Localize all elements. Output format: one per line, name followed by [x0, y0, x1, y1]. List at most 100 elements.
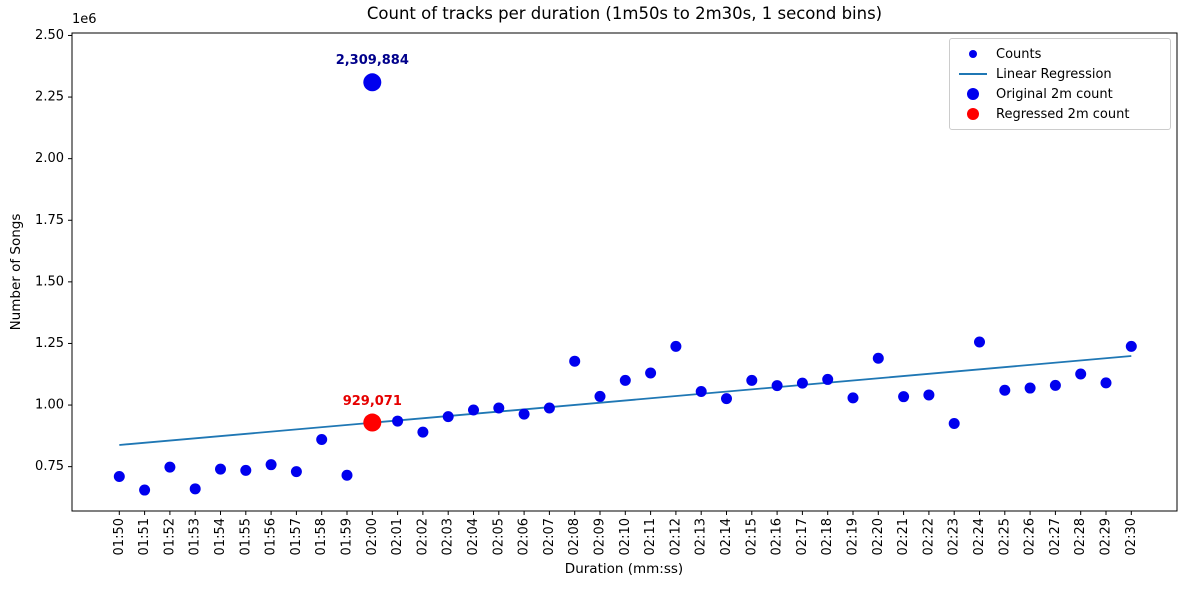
count-point — [847, 392, 859, 404]
y-tick-label: 0.75 — [35, 459, 64, 474]
count-point — [569, 355, 581, 367]
axes-spines — [71, 32, 1178, 512]
count-point — [113, 471, 125, 483]
regressed-2m-point — [363, 413, 382, 432]
count-point — [442, 411, 454, 423]
x-tick-label: 02:06 — [517, 518, 532, 555]
x-tick-label: 01:57 — [289, 518, 304, 555]
x-tick-label: 02:29 — [1099, 518, 1114, 555]
x-tick-label: 02:22 — [921, 518, 936, 555]
x-tick-label: 02:15 — [744, 518, 759, 555]
x-tick-label: 02:28 — [1073, 518, 1088, 555]
x-tick-label: 02:13 — [694, 518, 709, 555]
x-tick-label: 02:05 — [491, 518, 506, 555]
count-point — [594, 390, 606, 402]
count-point — [265, 459, 277, 471]
x-tick-label: 02:18 — [820, 518, 835, 555]
count-point — [1100, 377, 1112, 389]
count-point — [746, 374, 758, 386]
original-2m-point — [363, 73, 382, 92]
count-point — [543, 402, 555, 414]
y-tick-label: 2.50 — [35, 28, 64, 43]
x-tick-label: 01:53 — [188, 518, 203, 555]
x-tick-label: 02:14 — [719, 518, 734, 555]
x-tick-label: 02:16 — [770, 518, 785, 555]
count-point — [695, 386, 707, 397]
x-tick-label: 01:52 — [162, 518, 177, 555]
legend-label: Regressed 2m count — [996, 106, 1130, 122]
legend-entry-linear-regression: Linear Regression — [956, 64, 1162, 84]
x-tick-label: 02:01 — [390, 518, 405, 555]
count-point — [1125, 340, 1137, 352]
legend-entry-original-2m-count: Original 2m count — [956, 84, 1162, 104]
count-point — [139, 484, 151, 496]
count-point — [999, 384, 1011, 396]
count-point — [619, 374, 631, 386]
legend-label: Counts — [996, 46, 1042, 62]
y-tick-label: 1.50 — [35, 274, 64, 289]
x-tick-label: 01:54 — [213, 518, 228, 555]
x-tick-label: 01:55 — [238, 518, 253, 555]
x-tick-label: 02:21 — [896, 518, 911, 555]
count-point — [822, 373, 834, 385]
annotation-regressed-2m-count: 929,071 — [342, 393, 402, 409]
count-point — [164, 461, 176, 473]
x-tick-label: 02:10 — [618, 518, 633, 555]
x-tick-label: 02:20 — [871, 518, 886, 555]
count-point — [974, 336, 985, 348]
count-point — [872, 352, 884, 364]
legend-label: Linear Regression — [996, 66, 1112, 82]
x-tick-label: 01:50 — [112, 518, 127, 555]
x-tick-label: 02:26 — [1023, 518, 1038, 555]
x-tick-label: 02:12 — [668, 518, 683, 555]
count-point — [518, 408, 530, 420]
x-tick-label: 01:51 — [137, 518, 152, 555]
y-tick-label: 1.75 — [35, 213, 64, 228]
count-point — [1024, 382, 1036, 394]
count-point — [1049, 379, 1061, 391]
legend: Counts Linear Regression Original 2m cou… — [949, 38, 1171, 130]
count-point — [771, 380, 783, 392]
x-tick-label: 02:19 — [846, 518, 861, 555]
x-tick-label: 02:17 — [795, 518, 810, 555]
count-point — [1075, 368, 1087, 380]
x-tick-label: 01:56 — [264, 518, 279, 555]
count-point — [290, 466, 302, 478]
count-point — [645, 367, 657, 379]
count-point — [189, 483, 201, 495]
count-point — [240, 464, 252, 476]
y-tick-label: 1.25 — [35, 336, 64, 351]
count-point — [215, 463, 226, 475]
count-point — [796, 377, 808, 389]
y-tick-label: 1.00 — [35, 398, 64, 413]
x-tick-label: 02:02 — [415, 518, 430, 555]
annotation-original-2m-count: 2,309,884 — [335, 53, 409, 69]
y-axis-offset-label: 1e6 — [72, 12, 97, 27]
x-tick-label: 02:09 — [593, 518, 608, 555]
x-tick-label: 02:27 — [1048, 518, 1063, 555]
chart-title: Count of tracks per duration (1m50s to 2… — [366, 4, 883, 23]
x-tick-label: 01:58 — [314, 518, 329, 555]
x-tick-label: 02:07 — [542, 518, 557, 555]
x-axis-label: Duration (mm:ss) — [564, 561, 684, 577]
x-tick-label: 02:30 — [1124, 518, 1139, 555]
regression-line-icon — [959, 73, 987, 75]
count-point — [316, 434, 328, 446]
counts-marker-icon — [969, 50, 977, 58]
count-point — [923, 389, 935, 401]
legend-label: Original 2m count — [996, 86, 1113, 102]
regressed-2m-marker-icon — [967, 108, 979, 120]
x-tick-label: 02:03 — [441, 518, 456, 555]
x-tick-label: 01:59 — [340, 518, 355, 555]
count-point — [493, 402, 505, 414]
count-point — [670, 340, 682, 352]
x-tick-label: 02:11 — [643, 518, 658, 555]
linear-regression-line — [119, 355, 1132, 446]
original-2m-marker-icon — [967, 88, 979, 100]
x-tick-label: 02:00 — [365, 518, 380, 555]
count-point — [721, 393, 732, 405]
count-point — [341, 469, 353, 481]
count-point — [417, 426, 429, 438]
